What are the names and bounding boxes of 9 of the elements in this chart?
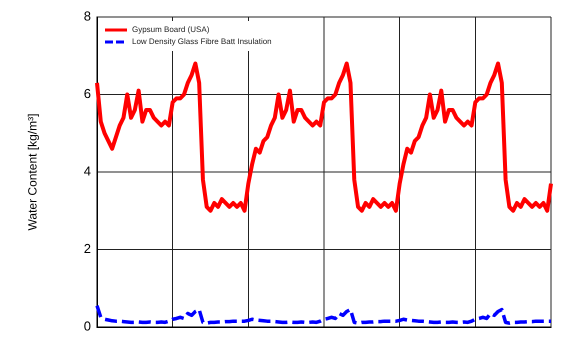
y-tick-label: 4 (84, 164, 91, 179)
y-tick-label: 6 (84, 86, 91, 102)
y-tick-label: 0 (84, 318, 91, 334)
y-tick-label: 8 (84, 8, 91, 24)
y-axis-title: Water Content [kg/m³] (26, 114, 40, 230)
line-series (95, 304, 553, 325)
legend-label: Gypsum Board (USA) (132, 25, 210, 34)
legend-label: Low Density Glass Fibre Batt Insulation (132, 37, 272, 46)
y-tick-label: 2 (84, 241, 91, 256)
